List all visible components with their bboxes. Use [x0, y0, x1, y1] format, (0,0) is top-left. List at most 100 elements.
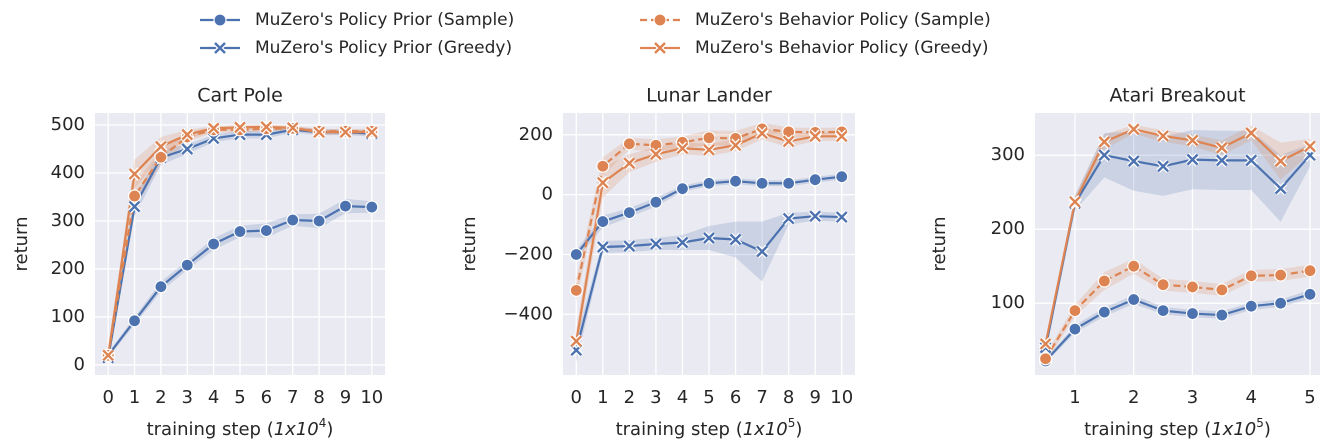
chart-title: Atari Breakout — [1109, 85, 1245, 107]
x-marker-stroke — [1098, 136, 1111, 148]
y-axis-label: return — [459, 216, 480, 271]
legend-label: MuZero's Behavior Policy (Greedy) — [695, 38, 989, 58]
circle-marker — [702, 176, 716, 190]
x-axis-label-part: ) — [795, 419, 802, 440]
circle-marker — [127, 314, 142, 328]
circle-marker — [1097, 305, 1111, 319]
x-marker-stroke — [1245, 154, 1258, 167]
x-marker — [1244, 126, 1259, 140]
x-marker-stroke — [835, 211, 848, 223]
y-tick-label: 200 — [519, 124, 553, 145]
x-marker-stroke — [313, 126, 325, 139]
circle-marker — [1068, 322, 1082, 336]
x-marker — [808, 129, 822, 144]
x-marker-stroke — [260, 121, 273, 133]
x-axis-label: training step (1x105) — [616, 416, 803, 441]
x-marker-stroke — [623, 157, 636, 170]
circle-marker — [622, 137, 636, 151]
x-tick-label: 10 — [830, 387, 853, 408]
x-marker-stroke — [102, 349, 115, 362]
circle-marker — [835, 170, 849, 184]
x-marker — [1068, 195, 1082, 209]
y-tick-label: 200 — [991, 218, 1025, 239]
y-tick-label: 300 — [51, 210, 85, 231]
x-tick-label: 5 — [234, 387, 245, 408]
x-marker-stroke — [1157, 160, 1169, 173]
legend-label: MuZero's Policy Prior (Sample) — [255, 10, 514, 30]
x-marker — [728, 138, 743, 153]
x-marker — [206, 121, 221, 136]
circle-marker — [338, 199, 353, 213]
circle-marker — [1244, 299, 1258, 313]
x-marker — [1215, 153, 1229, 168]
x-marker — [702, 231, 716, 245]
x-marker — [213, 41, 227, 55]
x-tick-label: 4 — [1246, 387, 1257, 408]
x-marker — [285, 121, 300, 135]
circle-marker — [596, 159, 610, 173]
x-marker-stroke — [676, 236, 689, 249]
circle-marker — [782, 125, 796, 139]
x-marker — [1038, 337, 1053, 351]
x-marker-stroke — [809, 130, 822, 143]
x-marker — [154, 139, 168, 154]
x-tick-label: 7 — [287, 387, 298, 408]
x-marker-stroke — [835, 130, 848, 143]
x-axis-label: training step (1x104) — [147, 416, 334, 441]
x-marker — [1244, 153, 1259, 168]
confidence-band — [1045, 130, 1311, 354]
x-marker — [101, 348, 115, 363]
circle-marker — [702, 131, 716, 145]
x-marker-stroke — [339, 126, 352, 139]
x-marker-stroke — [1186, 134, 1199, 147]
x-marker-stroke — [650, 148, 662, 161]
x-tick-label: 0 — [571, 387, 582, 408]
x-marker-stroke — [729, 139, 742, 152]
x-marker-stroke — [596, 241, 609, 253]
x-axis-label-part: 1x10 — [743, 419, 788, 440]
x-tick-label: 3 — [1187, 387, 1198, 408]
y-axis-label: return — [11, 216, 32, 271]
x-tick-label: 1 — [1069, 387, 1080, 408]
x-marker-stroke — [703, 143, 715, 156]
x-marker — [675, 235, 690, 250]
x-marker-stroke — [1039, 338, 1052, 350]
circle-marker — [154, 280, 168, 294]
circle-marker — [1068, 304, 1082, 318]
x-marker-stroke — [181, 143, 194, 155]
x-marker — [675, 141, 690, 156]
series-line — [1044, 153, 1311, 348]
x-marker — [702, 143, 716, 157]
legend-label: MuZero's Policy Prior (Greedy) — [255, 38, 512, 58]
confidence-band — [576, 211, 842, 363]
circle-marker — [365, 200, 379, 214]
x-marker — [1185, 152, 1200, 167]
y-tick-label: 0 — [542, 184, 553, 205]
x-axis-label-part: 4 — [319, 416, 327, 430]
x-marker-stroke — [365, 126, 378, 139]
circle-marker — [233, 224, 247, 239]
x-tick-label: 5 — [703, 387, 714, 408]
x-marker — [127, 199, 142, 214]
circle-marker — [622, 205, 636, 220]
x-marker — [622, 156, 637, 171]
circle-marker — [286, 213, 300, 227]
x-marker — [338, 125, 353, 139]
x-marker-stroke — [207, 122, 220, 135]
x-axis-label-part: ) — [1264, 419, 1271, 440]
x-axis-label-part: 5 — [1256, 416, 1264, 430]
x-tick-label: 6 — [261, 387, 272, 408]
x-marker-stroke — [1274, 155, 1287, 167]
x-marker-stroke — [729, 233, 742, 246]
x-marker — [1273, 181, 1288, 196]
series-line — [1044, 293, 1311, 362]
x-marker — [781, 211, 796, 226]
circle-marker — [1156, 278, 1170, 292]
x-marker-stroke — [181, 128, 194, 141]
x-marker — [1303, 139, 1317, 154]
circle-marker — [1303, 264, 1317, 278]
x-tick-label: 3 — [182, 387, 193, 408]
x-marker-stroke — [1157, 130, 1169, 142]
x-marker — [1273, 154, 1288, 168]
